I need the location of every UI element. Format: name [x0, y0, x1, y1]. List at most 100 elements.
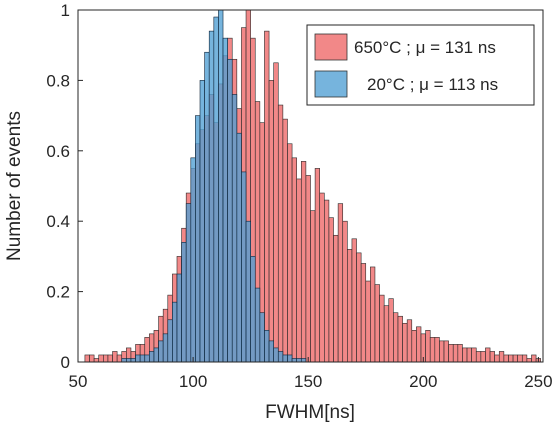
bar-650-60: [360, 263, 367, 363]
bar-650-77: [439, 340, 445, 363]
bar-20-0: [121, 358, 127, 363]
x-tick-label-4: 250: [524, 372, 552, 391]
x-tick-label-1: 100: [179, 372, 207, 391]
bar-20-15: [190, 157, 196, 363]
bar-650-85: [475, 351, 482, 363]
bar-650-63: [374, 284, 380, 363]
bar-20-5: [144, 354, 150, 363]
bar-20-35: [282, 354, 288, 363]
bar-650-3: [98, 354, 104, 363]
legend-label-20: 20°C ; μ = 113 ns: [367, 75, 498, 94]
bar-20-30: [259, 312, 265, 363]
bar-650-4: [103, 354, 109, 363]
bar-650-46: [296, 178, 302, 363]
legend-swatch-20: [314, 70, 348, 98]
bar-650-64: [379, 294, 385, 363]
y-tick-label-5: 1: [61, 1, 70, 20]
bar-650-91: [503, 354, 509, 363]
bar-650-93: [512, 354, 518, 363]
bar-20-8: [158, 340, 164, 363]
bar-650-6: [112, 351, 118, 363]
bar-20-16: [195, 115, 201, 363]
x-tick-label-0: 50: [69, 372, 88, 391]
y-tick-label-1: 0.2: [46, 283, 70, 302]
bar-20-6: [149, 351, 155, 363]
bar-650-45: [291, 157, 297, 363]
bar-20-13: [181, 242, 187, 363]
bar-20-33: [273, 347, 279, 363]
bar-20-28: [250, 256, 256, 363]
y-axis-label: Number of events: [4, 111, 25, 261]
bar-650-0: [84, 354, 90, 363]
bar-650-43: [282, 118, 288, 363]
bar-20-27: [245, 220, 251, 363]
bar-20-1: [126, 358, 132, 363]
bar-650-92: [508, 354, 514, 363]
bar-20-26: [241, 171, 247, 363]
bar-20-25: [236, 132, 242, 363]
x-axis-ticks: 50 100 150 200 250: [69, 357, 553, 391]
y-tick-label-0: 0: [61, 353, 70, 372]
bar-650-54: [333, 234, 339, 363]
y-axis-ticks: 0 0.2 0.4 0.6 0.8 1: [46, 1, 83, 372]
bar-650-62: [370, 266, 376, 363]
bar-20-2: [130, 358, 136, 363]
x-axis-label: FWHM[ns]: [265, 402, 355, 423]
bar-650-52: [324, 199, 330, 363]
bar-650-49: [310, 210, 316, 363]
bar-650-90: [498, 351, 505, 363]
bar-650-75: [429, 337, 436, 363]
bar-650-79: [448, 344, 454, 363]
bar-650-97: [531, 354, 537, 363]
bar-650-76: [434, 337, 440, 363]
bar-650-89: [494, 354, 500, 363]
bar-650-86: [480, 351, 486, 363]
bar-650-55: [337, 203, 344, 363]
bar-650-71: [411, 330, 417, 363]
bar-650-96: [526, 358, 532, 363]
y-tick-label-3: 0.6: [46, 142, 70, 161]
bar-20-14: [185, 203, 192, 363]
bar-650-78: [443, 340, 449, 363]
bar-20-23: [227, 58, 233, 363]
bar-650-81: [457, 344, 463, 363]
bar-650-58: [351, 238, 357, 363]
bar-20-19: [208, 30, 215, 363]
bar-20-29: [254, 287, 261, 363]
bar-650-72: [416, 326, 422, 363]
bar-20-31: [264, 330, 270, 363]
bar-650-87: [485, 347, 491, 363]
bar-650-95: [521, 354, 528, 363]
bar-20-9: [162, 333, 169, 363]
bar-20-10: [167, 319, 173, 363]
bar-20-17: [199, 80, 205, 363]
bar-20-36: [287, 354, 293, 363]
bar-20-32: [268, 340, 274, 363]
bar-650-65: [383, 305, 390, 363]
bar-650-68: [397, 315, 403, 363]
legend-swatch-650: [314, 33, 348, 61]
bar-20-37: [291, 358, 297, 363]
bar-20-38: [296, 358, 302, 363]
y-tick-label-2: 0.4: [46, 212, 70, 231]
bar-650-51: [319, 192, 325, 363]
bar-650-59: [356, 252, 362, 363]
bar-650-2: [93, 358, 100, 363]
bar-20-34: [277, 351, 284, 363]
bar-650-53: [328, 217, 334, 363]
bar-20-24: [231, 94, 238, 363]
bar-650-48: [305, 175, 311, 363]
bar-650-47: [300, 161, 307, 363]
bar-650-74: [425, 330, 431, 363]
bar-20-18: [204, 51, 210, 363]
bar-650-56: [342, 220, 348, 363]
bar-650-50: [314, 168, 321, 363]
bar-650-41: [273, 62, 279, 363]
bar-650-44: [287, 143, 293, 363]
bar-650-69: [402, 322, 408, 363]
legend: 650°C ; μ = 131 ns 20°C ; μ = 113 ns: [306, 24, 535, 106]
y-tick-label-4: 0.8: [46, 71, 70, 90]
bar-650-5: [107, 354, 113, 363]
bar-650-83: [466, 347, 472, 363]
